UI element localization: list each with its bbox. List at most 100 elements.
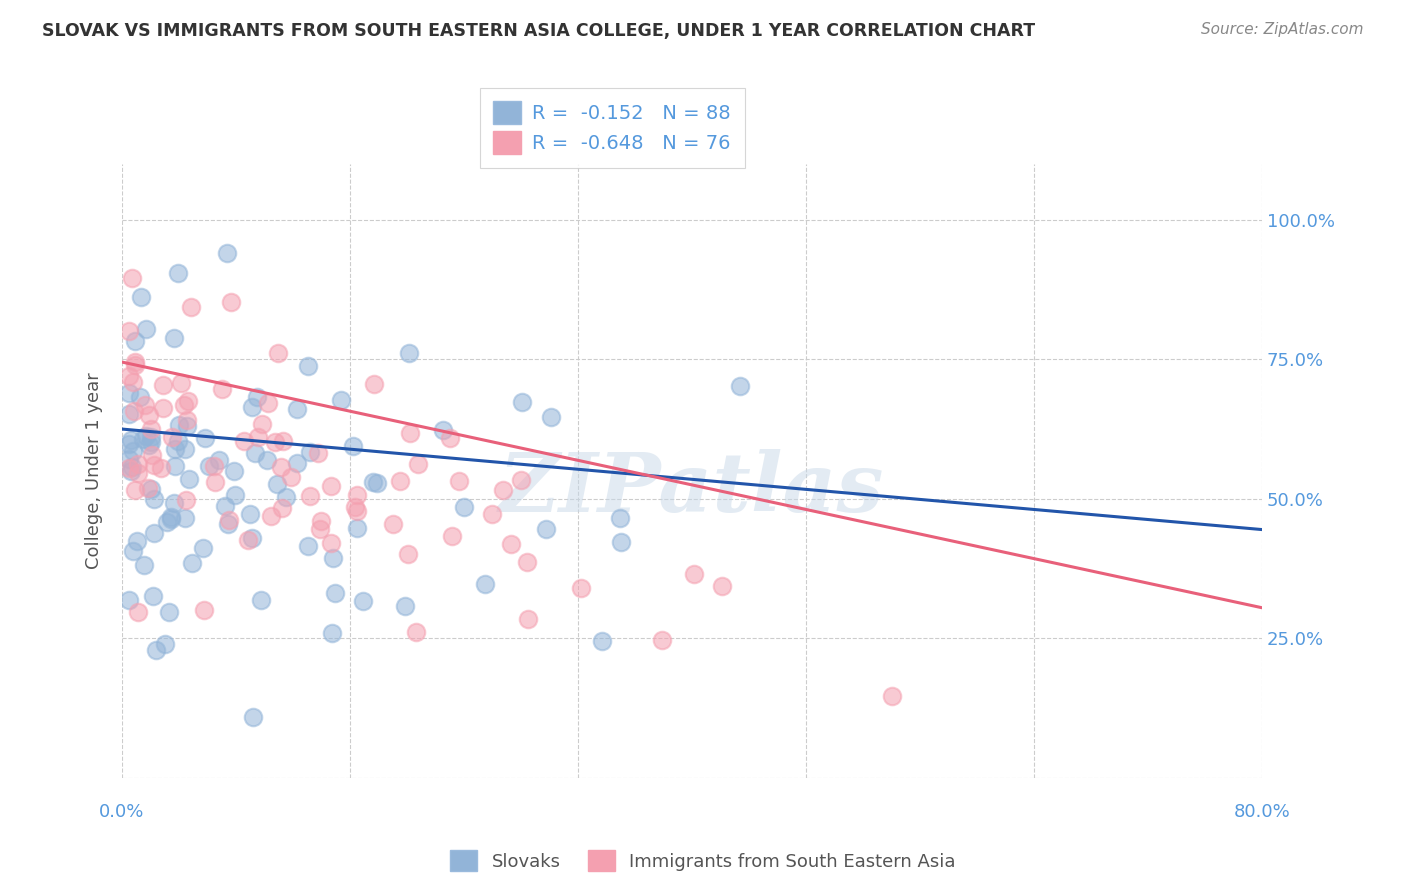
Point xyxy=(217,516,239,531)
Point xyxy=(142,491,165,506)
Point xyxy=(174,492,197,507)
Point xyxy=(322,551,344,566)
Point xyxy=(150,461,173,475)
Point xyxy=(346,520,368,534)
Point xyxy=(202,458,225,473)
Text: 0.0%: 0.0% xyxy=(100,803,145,821)
Point xyxy=(211,382,233,396)
Point xyxy=(215,246,238,260)
Point xyxy=(124,355,146,369)
Point xyxy=(198,459,221,474)
Point xyxy=(194,431,217,445)
Point xyxy=(122,544,145,558)
Point xyxy=(165,459,187,474)
Point xyxy=(298,489,321,503)
Point xyxy=(381,516,404,531)
Point xyxy=(540,410,562,425)
Point xyxy=(309,522,332,536)
Point xyxy=(125,533,148,548)
Point xyxy=(298,445,321,459)
Point xyxy=(569,581,592,595)
Point xyxy=(132,558,155,572)
Point xyxy=(218,513,240,527)
Point xyxy=(534,522,557,536)
Point xyxy=(509,473,531,487)
Point xyxy=(276,490,298,504)
Point xyxy=(193,603,215,617)
Point xyxy=(239,508,262,522)
Point xyxy=(124,358,146,372)
Point xyxy=(142,590,165,604)
Point xyxy=(219,294,242,309)
Point xyxy=(120,463,142,477)
Point xyxy=(271,434,294,449)
Point xyxy=(242,709,264,723)
Point xyxy=(204,475,226,489)
Point xyxy=(157,605,180,619)
Text: SLOVAK VS IMMIGRANTS FROM SOUTH EASTERN ASIA COLLEGE, UNDER 1 YEAR CORRELATION C: SLOVAK VS IMMIGRANTS FROM SOUTH EASTERN … xyxy=(42,22,1035,40)
Point xyxy=(138,409,160,423)
Point xyxy=(143,458,166,472)
Point xyxy=(118,407,141,421)
Point xyxy=(160,509,183,524)
Point xyxy=(145,643,167,657)
Point xyxy=(323,586,346,600)
Point xyxy=(163,495,186,509)
Point xyxy=(191,541,214,555)
Y-axis label: College, Under 1 year: College, Under 1 year xyxy=(86,373,103,569)
Point xyxy=(346,503,368,517)
Point xyxy=(449,474,471,488)
Point xyxy=(240,401,263,415)
Point xyxy=(167,434,190,448)
Point xyxy=(139,482,162,496)
Point xyxy=(124,483,146,497)
Point xyxy=(152,378,174,392)
Point xyxy=(169,417,191,432)
Point xyxy=(352,594,374,608)
Point xyxy=(214,499,236,513)
Point xyxy=(124,334,146,348)
Point xyxy=(160,512,183,526)
Point xyxy=(141,449,163,463)
Point xyxy=(271,501,294,516)
Point xyxy=(222,464,245,478)
Point xyxy=(129,290,152,304)
Point xyxy=(118,368,141,383)
Point xyxy=(256,452,278,467)
Point xyxy=(363,475,385,489)
Point xyxy=(398,547,420,561)
Point xyxy=(439,431,461,445)
Point xyxy=(311,514,333,528)
Point xyxy=(297,359,319,373)
Point xyxy=(233,434,256,448)
Point xyxy=(153,637,176,651)
Point xyxy=(174,511,197,525)
Point xyxy=(728,379,751,393)
Point xyxy=(180,301,202,315)
Point xyxy=(141,434,163,449)
Point xyxy=(240,531,263,545)
Point xyxy=(263,434,285,449)
Point xyxy=(247,430,270,444)
Point xyxy=(366,475,388,490)
Text: 80.0%: 80.0% xyxy=(1233,803,1291,821)
Point xyxy=(135,429,157,443)
Point xyxy=(121,270,143,285)
Point xyxy=(142,526,165,541)
Point xyxy=(167,267,190,281)
Point xyxy=(139,430,162,444)
Point xyxy=(176,413,198,427)
Point xyxy=(516,612,538,626)
Point xyxy=(453,500,475,514)
Point xyxy=(177,473,200,487)
Point xyxy=(163,330,186,344)
Point xyxy=(128,390,150,404)
Point xyxy=(307,445,329,459)
Point xyxy=(174,442,197,456)
Point xyxy=(122,403,145,417)
Point xyxy=(139,422,162,436)
Point xyxy=(260,508,283,523)
Point xyxy=(342,439,364,453)
Point xyxy=(330,392,353,407)
Point xyxy=(136,481,159,495)
